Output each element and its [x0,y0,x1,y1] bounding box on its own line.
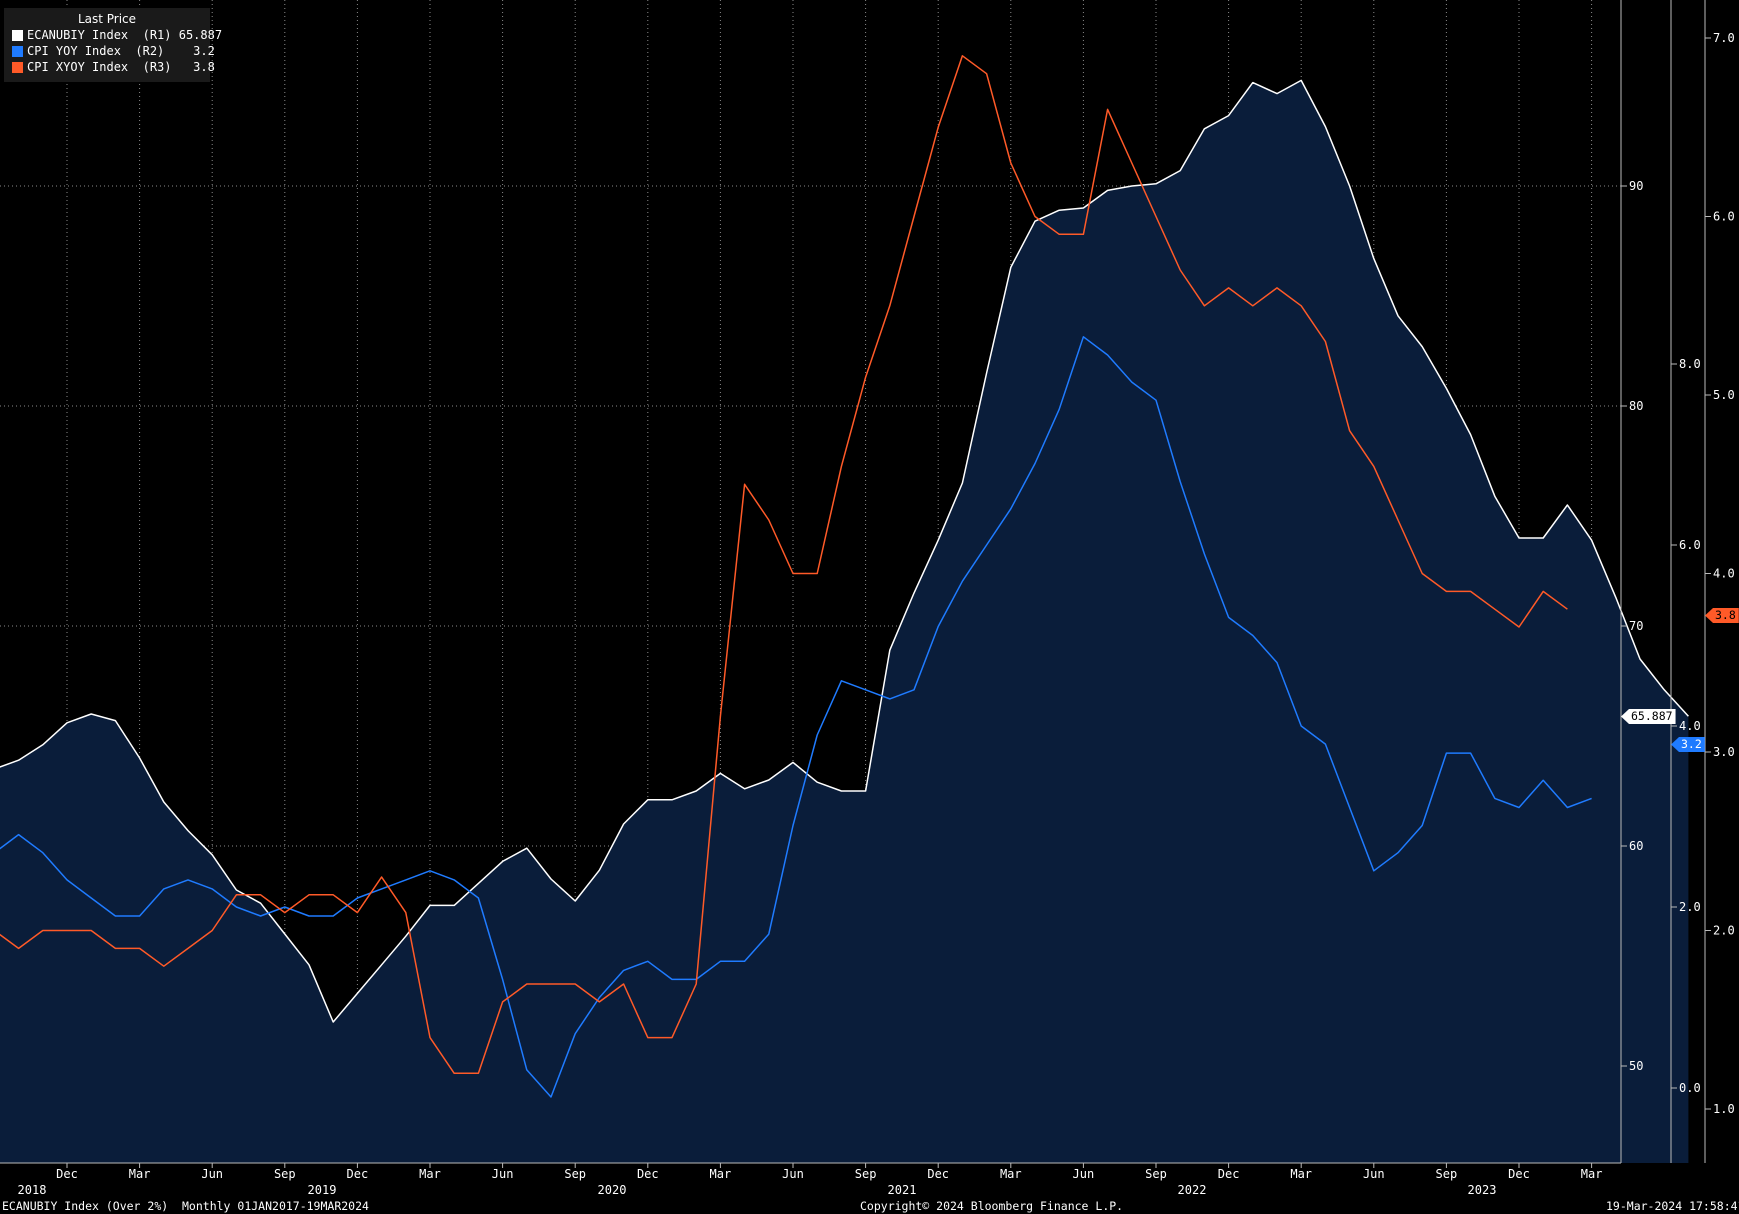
x-tick-label: Dec [347,1167,369,1181]
x-tick-label: Mar [710,1167,732,1181]
legend-label: ECANUBIY Index (R1) 65.887 [27,28,223,42]
tick-label-r3: 4.0 [1713,567,1735,581]
tick-label-r3: 2.0 [1713,924,1735,938]
x-tick-label: Dec [1508,1167,1530,1181]
x-tick-label: Sep [1145,1167,1167,1181]
legend-header: Last Price [77,12,137,26]
x-tick-label: Dec [1218,1167,1240,1181]
x-tick-label: Sep [1436,1167,1458,1181]
x-year-label: 2023 [1468,1183,1497,1197]
legend: Last Price ECANUBIY Index (R1) 65.887 CP… [4,8,222,82]
legend-item-ecanubiy: ECANUBIY Index (R1) 65.887 [4,27,222,43]
x-tick-label: Dec [927,1167,949,1181]
tick-label-r1: 60 [1629,839,1643,853]
x-tick-label: Dec [637,1167,659,1181]
x-tick-label: Mar [1290,1167,1312,1181]
footer-right: 19-Mar-2024 17:58:41 [1606,1199,1739,1213]
x-year-label: 2020 [598,1183,627,1197]
x-tick-label: Dec [56,1167,78,1181]
tick-label-r2: 2.0 [1679,900,1701,914]
x-year-label: 2019 [308,1183,337,1197]
x-tick-label: Sep [564,1167,586,1181]
series-area-0 [0,80,1689,1163]
x-tick-label: Sep [855,1167,877,1181]
x-tick-label: Mar [419,1167,441,1181]
flag-cpi-xyoy-last: 3.8 [1705,608,1739,623]
x-tick-label: Jun [782,1167,804,1181]
flag-ecanubiy-last: 65.887 [1621,709,1676,724]
tick-label-r3: 1.0 [1713,1102,1735,1116]
tick-label-r3: 6.0 [1713,210,1735,224]
x-year-label: 2018 [18,1183,47,1197]
tick-label-r1: 90 [1629,179,1643,193]
legend-swatch [12,29,23,41]
tick-label-r1: 70 [1629,619,1643,633]
x-year-label: 2021 [888,1183,917,1197]
tick-label-r3: 5.0 [1713,388,1735,402]
legend-label: CPI XYOY Index (R3) 3.8 [27,60,215,74]
x-tick-label: Sep [274,1167,296,1181]
tick-label-r2: 4.0 [1679,719,1701,733]
tick-label-r2: 8.0 [1679,357,1701,371]
legend-swatch [12,45,23,57]
legend-item-cpi-yoy: CPI YOY Index (R2) 3.2 [4,43,215,59]
tick-label-r2: 6.0 [1679,538,1701,552]
x-tick-label: Jun [492,1167,514,1181]
x-tick-label: Jun [1073,1167,1095,1181]
legend-swatch [12,61,23,73]
x-tick-label: Jun [201,1167,223,1181]
tick-label-r3: 3.0 [1713,745,1735,759]
x-tick-label: Mar [129,1167,151,1181]
x-year-label: 2022 [1178,1183,1207,1197]
footer-center: Copyright© 2024 Bloomberg Finance L.P. [860,1199,1124,1213]
tick-label-r1: 80 [1629,399,1643,413]
flag-cpi-yoy-last: 3.2 [1671,737,1705,752]
footer-left: ECANUBIY Index (Over 2%) Monthly 01JAN20… [2,1199,369,1213]
x-tick-label: Mar [1000,1167,1022,1181]
legend-label: CPI YOY Index (R2) 3.2 [27,44,215,58]
legend-item-cpi-xyoy: CPI XYOY Index (R3) 3.8 [4,59,215,75]
x-tick-label: Jun [1363,1167,1385,1181]
tick-label-r1: 50 [1629,1059,1643,1073]
series-line-0 [0,79,1689,1023]
series-line-1 [0,336,1592,1098]
tick-label-r3: 7.0 [1713,31,1735,45]
tick-label-r2: 0.0 [1679,1081,1701,1095]
x-tick-label: Mar [1581,1167,1603,1181]
series-line-2 [0,55,1568,1075]
